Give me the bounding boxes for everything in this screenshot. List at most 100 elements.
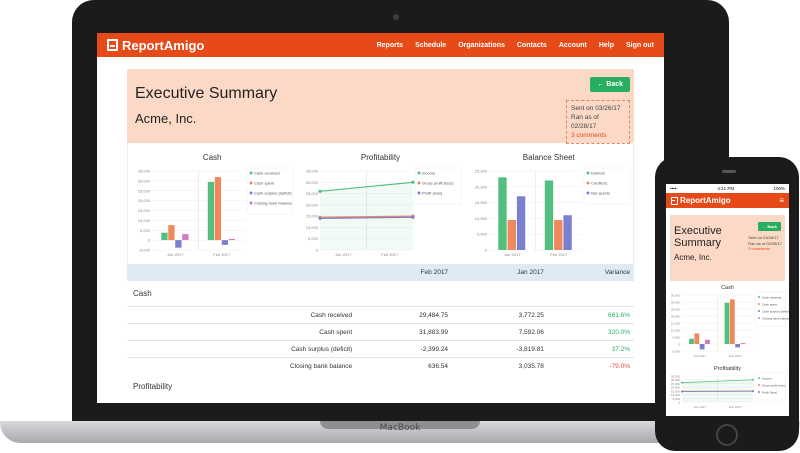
nav-links: Reports Schedule Organizations Contacts … — [377, 42, 654, 49]
header-jan: Jan 2017 — [517, 269, 544, 276]
hamburger-menu-icon[interactable]: ≡ — [779, 196, 784, 205]
row-label: Closing bank balance — [290, 362, 353, 370]
comments-link[interactable]: 3 comments — [571, 132, 607, 139]
chart-title: Profitability — [360, 153, 401, 162]
legend-box — [415, 167, 462, 205]
summary-table: Feb 2017 Jan 2017 Variance Cash Cash rec… — [127, 264, 634, 399]
legend-swatch — [586, 171, 590, 175]
phone-time: 4:21 PM — [717, 186, 735, 191]
phone-back-button[interactable]: ← Back — [758, 222, 781, 231]
y-tick-label: 10,000 — [306, 225, 319, 230]
line-gross-profit-loss- — [320, 215, 414, 218]
legend-label: Creditors — [591, 181, 607, 186]
x-tick-label: Jan 2017 — [504, 252, 521, 257]
report-logo-icon — [107, 39, 118, 51]
legend-swatch — [417, 171, 421, 175]
phone-sent-on: Sent on 03/26/17 — [748, 235, 779, 240]
data-point — [411, 180, 415, 184]
y-tick-label: 5,000 — [672, 397, 680, 401]
bar-debtors — [497, 177, 507, 250]
phone-speaker — [722, 170, 736, 173]
chart-profitability: Profitability 35,000 30,000 25,000 20,000 15… — [296, 143, 464, 264]
legend-box — [246, 167, 294, 215]
report-meta: Sent on 03/26/17 Ran as of 02/28/17 3 co… — [566, 100, 630, 144]
y-tick-label: 5,000 — [308, 236, 319, 241]
bar-closing-bank-balance — [705, 339, 710, 344]
laptop-notch — [320, 421, 480, 429]
legend-label: Net assets — [591, 191, 610, 196]
nav-link-reports[interactable]: Reports — [376, 41, 404, 49]
bar-cash-surplus-deficit- — [175, 240, 182, 248]
y-tick-label: 10,000 — [474, 216, 487, 221]
ran-as-of: Ran as of 02/28/17 — [571, 114, 599, 130]
bar-creditors — [507, 219, 516, 250]
nav-link-help[interactable]: Help — [598, 41, 614, 49]
y-tick-label: -5,000 — [671, 350, 680, 354]
y-tick-label: 0 — [148, 238, 151, 243]
y-tick-label: 30,000 — [138, 178, 151, 183]
y-tick-label: 5,000 — [140, 228, 151, 233]
y-tick-label: 35,000 — [138, 169, 151, 174]
section-heading-profitability: Profitability — [133, 382, 173, 391]
nav-link-account[interactable]: Account — [558, 41, 587, 49]
row-jan: 7,592.06 — [518, 328, 544, 336]
row-variance: 320.0% — [607, 328, 631, 336]
nav-link-organizations[interactable]: Organizations — [458, 41, 505, 49]
bar-net-assets — [563, 215, 572, 250]
bar-cash-received — [207, 181, 215, 241]
app-logo[interactable]: ReportAmigo — [107, 38, 204, 53]
bar-cash-surplus-deficit- — [221, 240, 229, 245]
phone-report-header: Executive Summary Acme, Inc. ← Back Sent… — [670, 215, 785, 281]
phone-company-name: Acme, Inc. — [674, 253, 712, 262]
data-point — [411, 215, 415, 219]
bar-cash-spent — [694, 333, 700, 344]
row-variance: 37.2% — [611, 345, 631, 353]
y-tick-label: 15,000 — [474, 200, 487, 205]
phone-chart-title-profitability: Profitability — [714, 366, 741, 372]
phone-home-button[interactable] — [716, 424, 738, 446]
phone-app-logo[interactable]: ReportAmigo — [671, 196, 731, 205]
bar-cash-spent — [168, 225, 175, 241]
data-point — [318, 216, 322, 220]
y-tick-label: 25,000 — [474, 169, 487, 174]
legend-label: Cash spent — [762, 303, 777, 307]
signal-icon: ••••◦ — [670, 186, 678, 191]
row-label: Cash spent — [319, 328, 353, 336]
row-jan: 3,772.25 — [518, 311, 544, 319]
legend-label: Debtors — [591, 171, 605, 176]
balance-sheet-chart-svg: 25,000 20,000 15,000 10,000 5,000 0 Jan 2017 Fe… — [474, 167, 630, 257]
nav-link-schedule[interactable]: Schedule — [415, 41, 447, 49]
laptop-brand-label: MacBook — [379, 423, 421, 433]
back-button[interactable]: ← Back — [590, 77, 630, 92]
header-feb: Feb 2017 — [420, 269, 449, 276]
header-variance: Variance — [604, 269, 631, 276]
phone-comments-link[interactable]: 3 comments — [748, 246, 770, 251]
phone-screen: ••••◦ 4:21 PM 100% ReportAmigo ≡ Executi… — [666, 184, 789, 416]
y-tick-label: 35,000 — [306, 169, 319, 174]
y-tick-label: 0 — [484, 248, 487, 253]
row-feb: -2,399.24 — [420, 345, 449, 353]
y-tick-label: 0 — [678, 401, 680, 405]
phone-logo-text: ReportAmigo — [680, 196, 731, 205]
y-tick-label: 35,000 — [671, 294, 681, 298]
legend-box — [754, 291, 786, 327]
profitability-chart-svg: 35,000 30,000 25,000 20,000 15,000 10,000 5,00… — [306, 167, 462, 257]
charts-row: Cash 35,000 30,000 25,000 20,000 15,000 10,00… — [127, 143, 634, 264]
legend-box — [583, 167, 630, 205]
bar-cash-received — [689, 338, 694, 344]
legend-swatch — [758, 296, 760, 298]
row-feb: 29,484.75 — [419, 311, 449, 319]
y-tick-label: 15,000 — [138, 208, 151, 213]
bar-closing-bank-balance — [182, 234, 189, 241]
y-tick-label: 20,000 — [474, 184, 487, 189]
row-label: Cash received — [310, 311, 353, 319]
y-tick-label: 25,000 — [671, 308, 681, 312]
legend-label: Cash spent — [254, 181, 275, 186]
data-point — [752, 390, 754, 393]
chart-title: Cash — [202, 153, 222, 162]
bar-cash-received — [161, 232, 168, 241]
nav-link-sign-out[interactable]: Sign out — [626, 41, 654, 49]
nav-link-contacts[interactable]: Contacts — [516, 41, 547, 49]
row-jan: -3,819.81 — [516, 345, 544, 353]
legend-swatch — [249, 171, 253, 175]
